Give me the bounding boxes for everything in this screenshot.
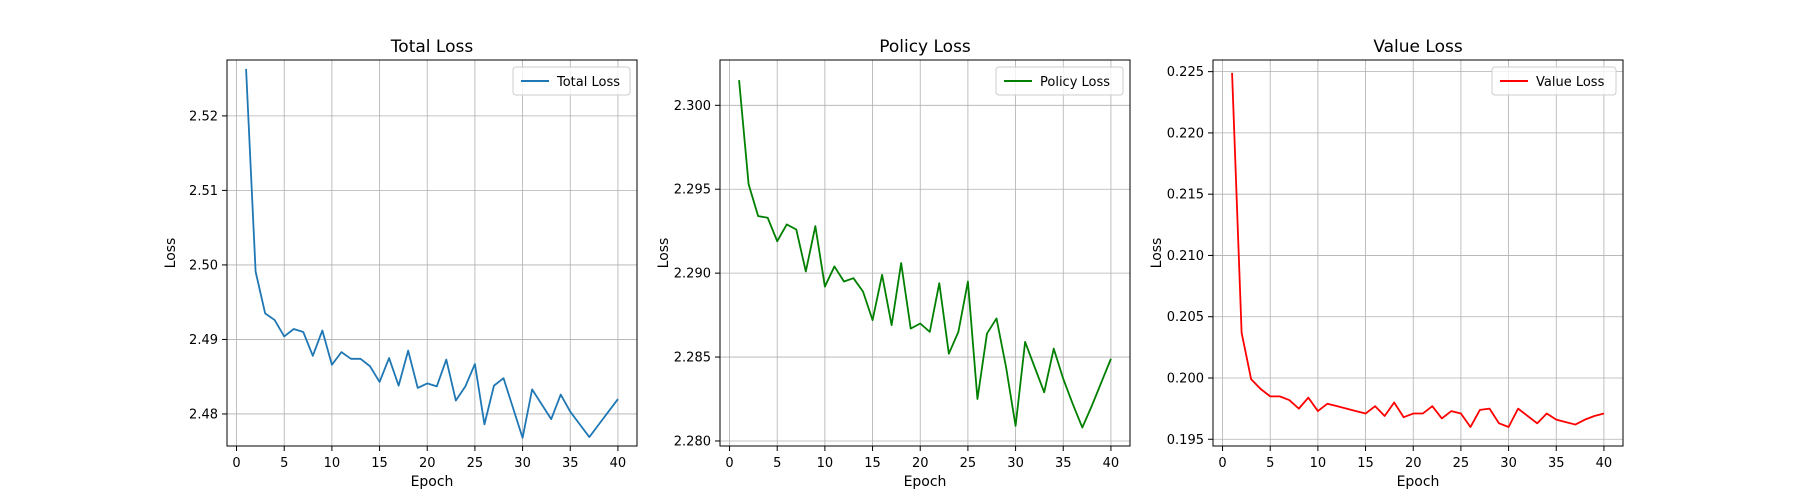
x-tick-label: 15 [864,456,881,471]
chart-panel-1: 0 5 10 15 20 25 30 35 40 2.48 2.49 2.50 2.51 2.52 Tota… [163,37,638,490]
x-tick-label: 20 [419,456,436,471]
axes-frame [226,59,638,447]
x-axis-label: Epoch [904,474,947,490]
chart-title: Policy Loss [879,37,971,57]
y-tick-label: 2.51 [189,184,218,199]
x-tick-label: 40 [610,456,627,471]
y-tick-label: 0.215 [1167,188,1204,203]
x-tick-label: 35 [1055,456,1072,471]
x-tick-label: 15 [371,456,388,471]
y-tick-label: 0.205 [1167,310,1204,325]
chart-panel-3: 0 5 10 15 20 25 30 35 40 0.195 0.200 0.205 0.210 0.21… [1149,37,1624,490]
y-tick-label: 2.48 [189,407,218,422]
axes-frame [1212,59,1624,447]
y-tick-label: 2.50 [189,258,218,273]
x-tick-label: 25 [1453,456,1470,471]
y-axis-label: Loss [163,238,179,269]
y-tick-label: 0.220 [1167,126,1204,141]
x-tick-label: 30 [1007,456,1024,471]
x-tick-label: 0 [1218,456,1226,471]
x-tick-label: 0 [725,456,733,471]
x-tick-label: 10 [324,456,341,471]
legend-box [995,66,1124,96]
x-tick-label: 5 [280,456,288,471]
y-tick-label: 0.195 [1167,433,1204,448]
x-tick-label: 40 [1103,456,1120,471]
x-tick-label: 15 [1357,456,1374,471]
x-tick-label: 5 [773,456,781,471]
y-tick-label: 2.290 [674,267,711,282]
chart-panel-2: 0 5 10 15 20 25 30 35 40 2.280 2.285 2.290 2.295 2.30… [656,37,1131,490]
y-tick-label: 0.225 [1167,65,1204,80]
x-tick-label: 25 [467,456,484,471]
y-tick-label: 2.300 [674,99,711,114]
x-tick-label: 30 [1500,456,1517,471]
legend-box [1491,66,1617,96]
x-tick-label: 35 [1548,456,1565,471]
legend: Total Loss [512,66,631,96]
y-axis-label: Loss [1149,238,1165,269]
y-axis-label: Loss [656,238,672,269]
x-tick-label: 35 [562,456,579,471]
chart-title: Total Loss [390,37,474,57]
chart-title: Value Loss [1373,37,1463,57]
x-tick-label: 10 [1310,456,1327,471]
x-axis-label: Epoch [1397,474,1440,490]
legend-label: Value Loss [1536,75,1605,90]
legend: Value Loss [1491,66,1617,96]
x-tick-label: 30 [514,456,531,471]
y-tick-label: 0.200 [1167,371,1204,386]
x-tick-label: 0 [232,456,240,471]
series-line [1231,72,1605,428]
x-tick-label: 5 [1266,456,1274,471]
y-tick-label: 2.280 [674,434,711,449]
x-tick-label: 20 [912,456,929,471]
x-tick-label: 25 [960,456,977,471]
legend-box [512,66,631,96]
y-tick-label: 0.210 [1167,249,1204,264]
y-tick-label: 2.285 [674,351,711,366]
x-axis-label: Epoch [411,474,454,490]
axes-frame [719,59,1131,447]
y-tick-label: 2.295 [674,183,711,198]
y-tick-label: 2.49 [189,333,218,348]
series-line [245,68,619,439]
x-tick-label: 10 [817,456,834,471]
legend: Policy Loss [995,66,1124,96]
x-tick-label: 40 [1596,456,1613,471]
y-tick-label: 2.52 [189,109,218,124]
legend-label: Policy Loss [1040,75,1110,90]
legend-label: Total Loss [556,75,620,90]
x-tick-label: 20 [1405,456,1422,471]
series-line [738,80,1112,429]
